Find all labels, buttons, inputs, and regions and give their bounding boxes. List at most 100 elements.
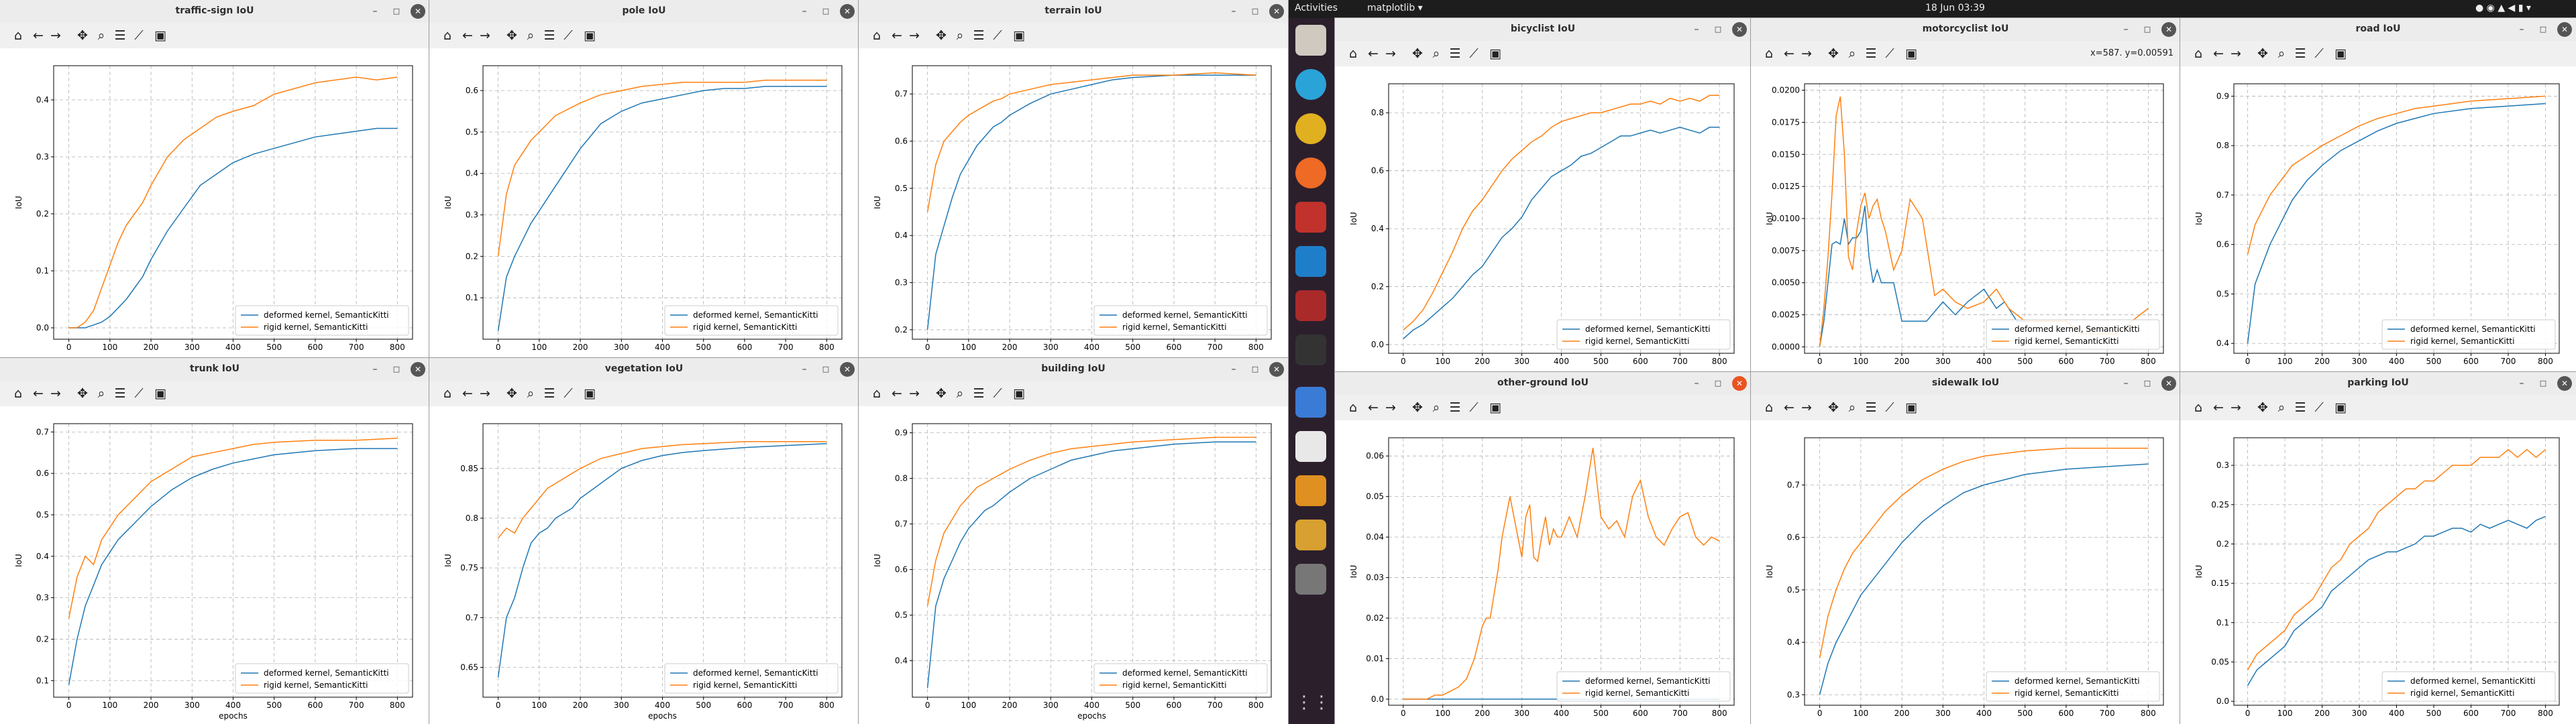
minimize-button[interactable]: – <box>372 364 378 375</box>
plot-window-trunk[interactable]: trunk IoU – □ ✕ ⌂ ← → ✥ ⌕ ☰ ⟋ ▣ 0 100 200 300 400 500 600 7… <box>0 358 429 724</box>
pan-icon[interactable]: ✥ <box>2257 46 2268 61</box>
save-icon[interactable]: ▣ <box>584 28 596 43</box>
maximize-button[interactable]: □ <box>1714 379 1722 387</box>
pan-icon[interactable]: ✥ <box>1828 46 1839 61</box>
home-icon[interactable]: ⌂ <box>872 386 881 401</box>
zoom-icon[interactable]: ⌕ <box>1848 46 1856 61</box>
window-titlebar[interactable]: road IoU – □ ✕ <box>2180 18 2576 42</box>
line-chart[interactable]: 0 100 200 300 400 500 600 700 800 0.0 0.05 0.1 0.15 0… <box>2180 420 2576 724</box>
close-button[interactable]: ✕ <box>2161 22 2176 37</box>
close-button[interactable]: ✕ <box>1269 362 1284 377</box>
edit-axes-icon[interactable]: ⟋ <box>993 28 1002 43</box>
configure-icon[interactable]: ☰ <box>2294 400 2306 415</box>
plot-window-sidewalk[interactable]: sidewalk IoU – □ ✕ ⌂ ← → ✥ ⌕ ☰ ⟋ ▣ 0 100 200 300 400 500 6… <box>1751 372 2180 724</box>
plot-window-bicyclist[interactable]: bicyclist IoU – □ ✕ ⌂ ← → ✥ ⌕ ☰ ⟋ ▣ 0 100 200 300 400 500… <box>1335 18 1751 372</box>
home-icon[interactable]: ⌂ <box>872 28 881 43</box>
save-icon[interactable]: ▣ <box>1013 28 1025 43</box>
activities-button[interactable]: Activities <box>1295 3 1338 13</box>
line-chart[interactable]: 0 100 200 300 400 500 600 700 800 0.65 0.7 0.75 0.8 0… <box>429 406 859 724</box>
minimize-button[interactable]: – <box>1694 24 1699 35</box>
edit-axes-icon[interactable]: ⟋ <box>1885 400 1894 415</box>
plot-window-pole[interactable]: pole IoU – □ ✕ ⌂ ← → ✥ ⌕ ☰ ⟋ ▣ 0 100 200 300 400 500 600 70… <box>429 0 859 358</box>
back-icon[interactable]: ← <box>1784 46 1794 61</box>
zoom-icon[interactable]: ⌕ <box>97 386 105 401</box>
maximize-button[interactable]: □ <box>1251 7 1259 15</box>
app-icon[interactable] <box>1295 290 1326 321</box>
maximize-button[interactable]: □ <box>392 7 400 15</box>
save-icon[interactable]: ▣ <box>2334 400 2347 415</box>
minimize-button[interactable]: – <box>1231 6 1236 17</box>
configure-icon[interactable]: ☰ <box>1449 400 1461 415</box>
save-icon[interactable]: ▣ <box>2334 46 2347 61</box>
home-icon[interactable]: ⌂ <box>13 28 23 43</box>
firefox-icon[interactable] <box>1295 158 1326 188</box>
home-icon[interactable]: ⌂ <box>2194 46 2203 61</box>
line-chart[interactable]: 0 100 200 300 400 500 600 700 800 0.0 0.01 0.02 0.03… <box>1335 420 1751 724</box>
configure-icon[interactable]: ☰ <box>973 386 985 401</box>
line-chart[interactable]: 0 100 200 300 400 500 600 700 800 0.4 0.5 0.6 0.7 0.8… <box>2180 66 2576 372</box>
configure-icon[interactable]: ☰ <box>114 386 126 401</box>
close-button[interactable]: ✕ <box>840 362 855 377</box>
save-icon[interactable]: ▣ <box>1013 386 1025 401</box>
line-chart[interactable]: 0 100 200 300 400 500 600 700 800 0.0 0.1 0.2 0.3 0.4… <box>0 48 429 358</box>
pan-icon[interactable]: ✥ <box>936 28 947 43</box>
mendeley-icon[interactable] <box>1295 202 1326 233</box>
minimize-button[interactable]: – <box>2123 378 2129 389</box>
clock[interactable]: 18 Jun 03:39 <box>1925 3 1985 13</box>
configure-icon[interactable]: ☰ <box>543 28 555 43</box>
close-button[interactable]: ✕ <box>2557 376 2572 391</box>
back-icon[interactable]: ← <box>462 386 473 401</box>
zoom-icon[interactable]: ⌕ <box>2277 46 2286 61</box>
edit-axes-icon[interactable]: ⟋ <box>2314 46 2324 61</box>
forward-icon[interactable]: → <box>50 386 61 401</box>
edit-axes-icon[interactable]: ⟋ <box>1885 46 1894 61</box>
save-icon[interactable]: ▣ <box>1489 46 1501 61</box>
zoom-icon[interactable]: ⌕ <box>1432 400 1440 415</box>
save-icon[interactable]: ▣ <box>1905 46 1917 61</box>
back-icon[interactable]: ← <box>2213 400 2224 415</box>
show-apps-icon[interactable]: ⋮⋮ <box>1295 692 1330 713</box>
edit-axes-icon[interactable]: ⟋ <box>134 28 144 43</box>
edit-axes-icon[interactable]: ⟋ <box>1469 46 1479 61</box>
zoom-icon[interactable]: ⌕ <box>97 28 105 43</box>
line-chart[interactable]: 0 100 200 300 400 500 600 700 800 0.4 0.5 0.6 0.7 0.8… <box>859 406 1288 724</box>
maximize-button[interactable]: □ <box>2143 25 2151 34</box>
minimize-button[interactable]: – <box>2519 378 2524 389</box>
home-icon[interactable]: ⌂ <box>2194 400 2203 415</box>
window-titlebar[interactable]: trunk IoU – □ ✕ <box>0 358 429 381</box>
configure-icon[interactable]: ☰ <box>1449 46 1461 61</box>
terminal-icon[interactable] <box>1295 335 1326 365</box>
window-titlebar[interactable]: bicyclist IoU – □ ✕ <box>1335 18 1751 42</box>
configure-icon[interactable]: ☰ <box>973 28 985 43</box>
home-icon[interactable]: ⌂ <box>1348 400 1358 415</box>
maximize-button[interactable]: □ <box>2539 379 2547 387</box>
close-button[interactable]: ✕ <box>840 4 855 19</box>
line-chart[interactable]: 0 100 200 300 400 500 600 700 800 0.1 0.2 0.3 0.4 0.5… <box>0 406 429 724</box>
status-icons[interactable]: ● ◉ ▲ ◀ ▮ ▾ <box>2475 3 2531 13</box>
plot-window-vegetation[interactable]: vegetation IoU – □ ✕ ⌂ ← → ✥ ⌕ ☰ ⟋ ▣ 0 100 200 300 400 50… <box>429 358 859 724</box>
zoom-icon[interactable]: ⌕ <box>2277 400 2286 415</box>
maximize-button[interactable]: □ <box>1251 365 1259 373</box>
back-icon[interactable]: ← <box>33 28 44 43</box>
window-titlebar[interactable]: motorcyclist IoU – □ ✕ <box>1751 18 2180 42</box>
back-icon[interactable]: ← <box>1784 400 1794 415</box>
back-icon[interactable]: ← <box>892 28 902 43</box>
sublime-icon[interactable] <box>1295 475 1326 506</box>
edit-axes-icon[interactable]: ⟋ <box>1469 400 1479 415</box>
window-titlebar[interactable]: parking IoU – □ ✕ <box>2180 372 2576 396</box>
pan-icon[interactable]: ✥ <box>77 386 88 401</box>
back-icon[interactable]: ← <box>1368 400 1379 415</box>
plot-window-terrain[interactable]: terrain IoU – □ ✕ ⌂ ← → ✥ ⌕ ☰ ⟋ ▣ 0 100 200 300 400 500 60… <box>859 0 1288 358</box>
line-chart[interactable]: 0 100 200 300 400 500 600 700 800 0.1 0.2 0.3 0.4 0.5… <box>429 48 859 358</box>
upload-icon[interactable] <box>1295 69 1326 100</box>
window-titlebar[interactable]: pole IoU – □ ✕ <box>429 0 859 23</box>
pan-icon[interactable]: ✥ <box>2257 400 2268 415</box>
chrome-icon[interactable] <box>1295 113 1326 144</box>
zoom-icon[interactable]: ⌕ <box>1432 46 1440 61</box>
save-icon[interactable]: ▣ <box>1489 400 1501 415</box>
close-button[interactable]: ✕ <box>1732 22 1747 37</box>
tools-icon[interactable] <box>1295 520 1326 550</box>
text-editor-icon[interactable] <box>1295 431 1326 462</box>
forward-icon[interactable]: → <box>480 28 490 43</box>
line-chart[interactable]: 0 100 200 300 400 500 600 700 800 0.3 0.4 0.5 0.6 0.7… <box>1751 420 2180 724</box>
